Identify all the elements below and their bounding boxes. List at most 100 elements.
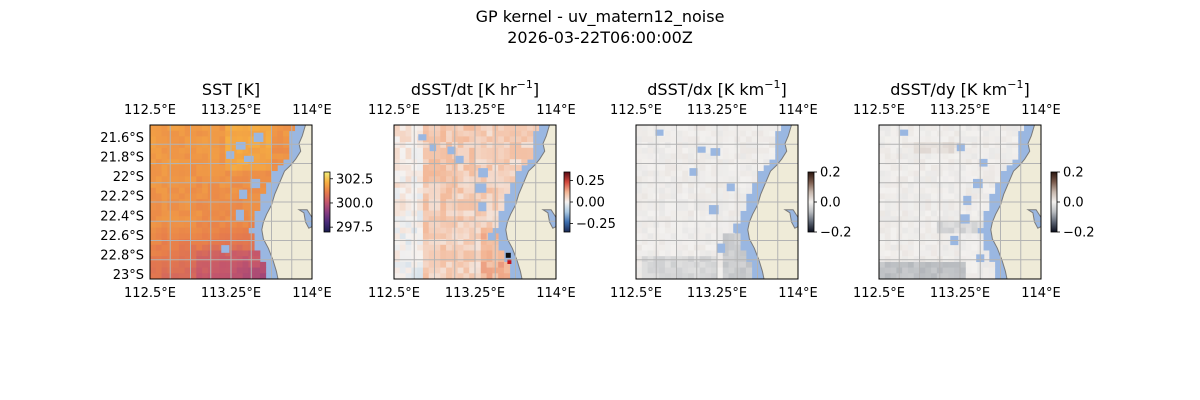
heatmap-cell — [446, 210, 453, 217]
heatmap-cell — [890, 193, 897, 200]
heatmap-cell — [498, 159, 505, 166]
heatmap-cell — [394, 233, 401, 240]
heatmap-cell — [213, 176, 220, 183]
heatmap-cell — [717, 176, 724, 183]
heatmap-cell — [498, 142, 505, 149]
heatmap-cell — [722, 193, 729, 200]
heatmap-cell — [711, 233, 718, 240]
heatmap-cell — [394, 164, 401, 172]
heatmap-cell — [236, 153, 243, 160]
heatmap-cell — [178, 239, 186, 246]
heatmap-cell — [213, 267, 220, 274]
heatmap-cell — [446, 130, 453, 137]
colorbar-tick-label: −0.25 — [576, 217, 616, 232]
heatmap-cell — [664, 273, 672, 279]
heatmap-cell — [884, 216, 891, 223]
heatmap-cell — [879, 187, 886, 194]
heatmap-cell — [428, 164, 435, 172]
heatmap-cell — [399, 153, 406, 160]
heatmap-cell — [948, 267, 955, 274]
heatmap-cell — [521, 159, 528, 166]
heatmap-cell — [428, 244, 435, 251]
heatmap-cell — [503, 159, 511, 166]
map-area — [394, 125, 556, 279]
heatmap-cell — [942, 153, 949, 160]
heatmap-cell — [890, 159, 897, 166]
heatmap-cell — [150, 256, 157, 263]
heatmap-cell — [196, 187, 203, 194]
heatmap-cell — [717, 261, 724, 268]
heatmap-cell — [498, 204, 505, 211]
heatmap-cell — [190, 164, 197, 172]
heatmap-cell — [717, 233, 724, 240]
panel-title: dSST/dt [K hr−1] — [411, 78, 539, 99]
heatmap-cell — [178, 233, 186, 240]
heatmap-cell — [757, 136, 764, 143]
heatmap-cell — [641, 256, 648, 263]
heatmap-cell — [503, 125, 511, 132]
heatmap-cell — [463, 187, 470, 194]
heatmap-cell — [434, 256, 441, 263]
heatmap-cell — [155, 233, 162, 240]
heatmap-cell — [184, 170, 191, 177]
heatmap-cell — [469, 193, 476, 200]
heatmap-cell — [965, 273, 972, 279]
heatmap-cell — [965, 227, 972, 234]
heatmap-cell — [988, 170, 996, 177]
heatmap-cell — [879, 130, 886, 137]
heatmap-cell — [178, 147, 186, 154]
heatmap-cell — [236, 233, 243, 240]
heatmap-cell — [705, 233, 712, 240]
heatmap-cell — [948, 256, 955, 263]
heatmap-cell — [259, 142, 267, 149]
heatmap-cell — [422, 210, 430, 217]
heatmap-cell — [983, 153, 990, 160]
heatmap-cell — [879, 147, 886, 154]
heatmap-cell — [925, 221, 932, 229]
heatmap-cell — [757, 159, 764, 166]
heatmap-cell — [728, 221, 735, 229]
heatmap-cell — [155, 136, 162, 143]
heatmap-cell — [728, 176, 735, 183]
heatmap-cell — [659, 273, 666, 279]
heatmap-cell — [676, 159, 683, 166]
heatmap-cell — [463, 159, 470, 166]
heatmap-cell — [469, 256, 476, 263]
heatmap-cell — [213, 159, 220, 166]
heatmap-cell — [699, 256, 706, 263]
colorbar-tick-label: 302.5 — [336, 172, 373, 187]
heatmap-cell — [664, 142, 672, 149]
heatmap-cell — [965, 136, 972, 143]
lon-tick-top: 112.5°E — [853, 103, 905, 118]
heatmap-cell — [265, 136, 272, 143]
heatmap-cell — [913, 210, 920, 217]
heatmap-cell — [475, 153, 482, 160]
heatmap-cell — [664, 216, 672, 223]
heatmap-cell — [178, 125, 186, 132]
lat-tick: 22.6°S — [100, 229, 144, 244]
heatmap-cell — [469, 153, 476, 160]
heatmap-cell — [884, 261, 891, 268]
heatmap-cell — [907, 182, 915, 189]
heatmap-cell — [664, 267, 672, 274]
heatmap-cell — [902, 153, 909, 160]
heatmap-cell — [711, 261, 718, 268]
heatmap-cell — [960, 227, 967, 234]
heatmap-cell — [682, 250, 689, 257]
heatmap-cell — [202, 176, 209, 183]
heatmap-cell — [763, 147, 770, 154]
heatmap-cell — [641, 147, 648, 154]
heatmap-cell — [647, 159, 654, 166]
masked-cell — [250, 178, 261, 189]
heatmap-cell — [428, 176, 435, 183]
heatmap-cell — [515, 125, 522, 132]
heatmap-cell — [515, 147, 522, 154]
heatmap-cell — [931, 130, 938, 137]
colorbar-tick-label: 0.0 — [820, 196, 841, 211]
heatmap-cell — [155, 130, 162, 137]
heatmap-cell — [659, 170, 666, 177]
heatmap-cell — [254, 187, 261, 194]
heatmap-cell — [664, 221, 672, 229]
heatmap-cell — [231, 210, 238, 217]
masked-cell — [717, 243, 726, 253]
